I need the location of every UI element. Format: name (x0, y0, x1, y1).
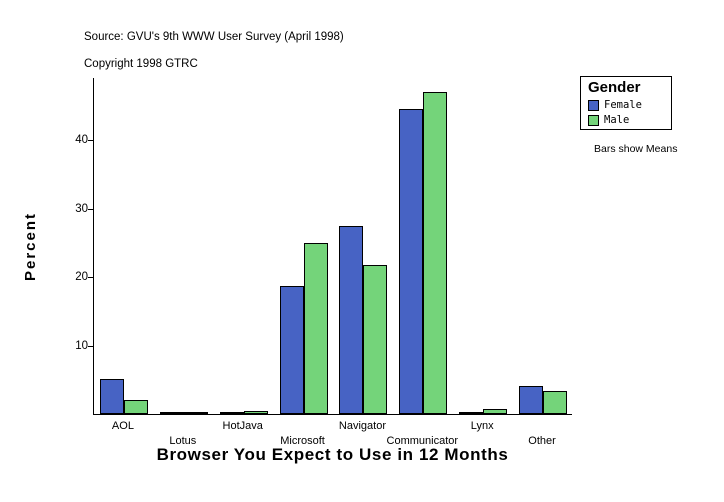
legend-item-female: Female (588, 99, 642, 111)
bar-female (459, 412, 484, 414)
bar-male (423, 92, 448, 414)
bar-female (399, 108, 424, 414)
bar-male (123, 399, 148, 414)
bar-group (214, 78, 274, 414)
bar-group (94, 78, 154, 414)
x-tick-label: AOL (111, 420, 134, 432)
x-tick-label: Navigator (338, 420, 386, 432)
x-tick-label: Lotus (169, 435, 197, 447)
y-axis-title: Percent (22, 212, 39, 282)
bar-male (243, 411, 268, 414)
x-tick-label: Other (528, 435, 556, 447)
x-tick-label: Communicator (386, 435, 459, 447)
bar-male (363, 264, 388, 414)
legend-box (580, 76, 672, 130)
legend-swatch-female (588, 99, 599, 111)
y-tick-mark (88, 208, 93, 210)
legend-title: Gender (588, 79, 641, 96)
bars-note: Bars show Means (594, 143, 678, 155)
bar-male (543, 390, 568, 414)
bar-group (334, 78, 394, 414)
bars-layer (94, 78, 572, 414)
copyright-annotation: Copyright 1998 GTRC (84, 58, 198, 70)
y-tick-label: 40 (75, 133, 88, 146)
x-tick-label: HotJava (222, 420, 263, 432)
bar-female (279, 286, 304, 414)
bar-group (453, 78, 513, 414)
plot-area (93, 78, 572, 415)
y-tick-label: 30 (75, 202, 88, 215)
y-tick-label: 10 (75, 340, 88, 353)
bar-female (219, 412, 244, 414)
x-tick-label: Lynx (470, 420, 494, 432)
bar-female (159, 412, 184, 414)
bar-female (99, 378, 124, 414)
bar-female (519, 385, 544, 414)
bar-group (154, 78, 214, 414)
x-tick-label: Microsoft (280, 435, 325, 447)
source-annotation: Source: GVU's 9th WWW User Survey (April… (84, 31, 344, 43)
bar-male (183, 412, 208, 414)
y-axis-tick-labels: 10 20 30 40 (52, 78, 88, 415)
bar-group (513, 78, 573, 414)
legend-label-female: Female (604, 99, 642, 111)
legend-label-male: Male (604, 114, 630, 126)
bar-group (274, 78, 334, 414)
bar-male (303, 243, 328, 414)
legend-item-male: Male (588, 114, 629, 126)
legend-swatch-male (588, 114, 599, 126)
bar-female (339, 226, 364, 414)
y-tick-mark (88, 139, 93, 141)
bar-group (393, 78, 453, 414)
bar-male (483, 409, 508, 414)
y-tick-mark (88, 346, 93, 348)
x-axis-title: Browser You Expect to Use in 12 Months (156, 445, 509, 464)
y-tick-mark (88, 277, 93, 279)
y-tick-label: 20 (75, 271, 88, 284)
